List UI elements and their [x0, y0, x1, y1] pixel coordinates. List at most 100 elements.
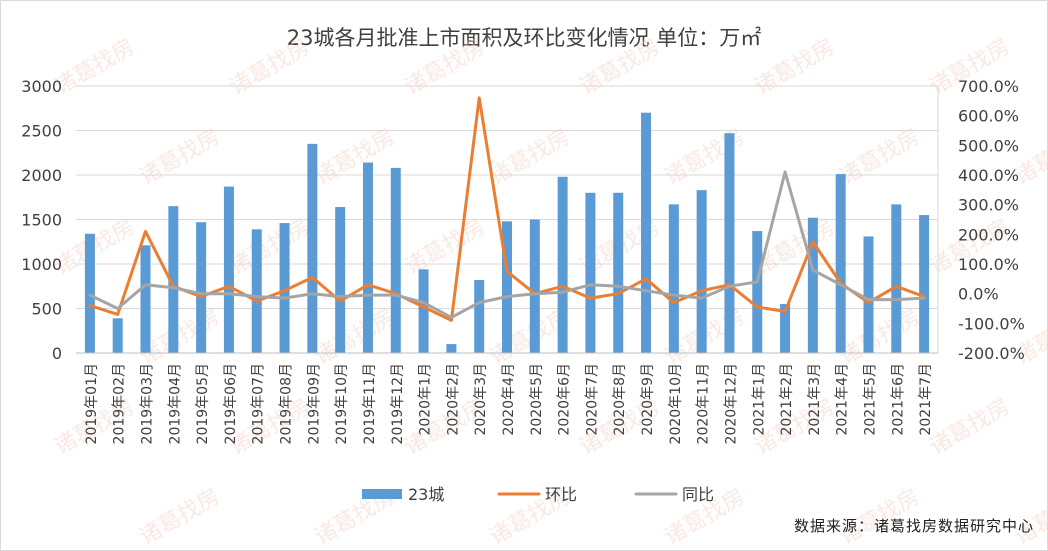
line-point-环比: [589, 297, 592, 299]
line-point-同比: [255, 295, 258, 298]
x-tick-label: 2020年11月: [696, 363, 712, 444]
line-point-环比: [311, 276, 314, 279]
bar-23城: [112, 318, 123, 353]
line-point-同比: [700, 297, 703, 299]
bar-23城: [390, 167, 401, 353]
x-tick-label: 2021年3月: [807, 363, 823, 436]
x-tick-label: 2020年2月: [445, 363, 461, 436]
line-point-同比: [534, 292, 536, 295]
bar-23城: [168, 206, 179, 353]
line-point-同比: [589, 283, 592, 286]
line-point-同比: [867, 298, 870, 301]
line-point-环比: [700, 289, 703, 292]
line-point-同比: [311, 292, 314, 295]
y-right-tick-label: 700.0%: [958, 77, 1019, 96]
y-right-tick-label: 600.0%: [958, 107, 1019, 126]
line-point-环比: [756, 306, 759, 308]
line-point-环比: [784, 310, 786, 313]
y-left-tick-label: 0: [52, 344, 62, 363]
x-tick-label: 2019年12月: [390, 363, 406, 444]
x-tick-label: 2021年7月: [918, 363, 934, 436]
line-point-同比: [394, 294, 397, 296]
bar-23城: [613, 192, 624, 353]
bar-23城: [279, 223, 290, 353]
line-point-同比: [367, 294, 369, 296]
line-point-环比: [367, 283, 369, 286]
y-left-tick-label: 1500: [21, 211, 62, 230]
legend-label: 环比: [545, 485, 577, 504]
x-tick-label: 2020年4月: [501, 363, 517, 436]
x-tick-label: 2021年6月: [890, 363, 906, 436]
y-left-tick-label: 1000: [21, 255, 62, 274]
bar-23城: [418, 269, 429, 353]
legend-label: 同比: [682, 485, 714, 504]
x-tick-label: 2020年5月: [529, 363, 545, 436]
bar-23城: [223, 186, 234, 353]
watermark-text: 诸葛找房: [751, 35, 840, 101]
line-point-环比: [673, 301, 675, 304]
bar-23城: [807, 217, 818, 353]
bar-23城: [140, 245, 151, 353]
bar-23城: [641, 112, 652, 353]
line-point-同比: [478, 301, 480, 304]
x-tick-label: 2020年3月: [473, 363, 489, 436]
watermark-text: 诸葛找房: [136, 125, 225, 191]
line-point-环比: [228, 285, 230, 288]
line-point-环比: [283, 289, 286, 292]
y-right-tick-label: 400.0%: [958, 166, 1019, 185]
x-tick-label: 2019年09月: [306, 363, 322, 444]
bar-23城: [529, 219, 540, 353]
y-right-tick-label: -100.0%: [958, 314, 1025, 333]
watermark-text: 诸葛找房: [836, 125, 925, 191]
bar-23城: [863, 236, 874, 353]
watermark-text: 诸葛找房: [226, 215, 315, 281]
x-tick-label: 2021年2月: [779, 363, 795, 436]
line-point-环比: [450, 319, 453, 322]
x-tick-label: 2019年06月: [223, 363, 239, 444]
x-tick-label: 2019年04月: [167, 363, 183, 444]
x-tick-label: 2019年11月: [362, 363, 378, 444]
x-tick-label: 2020年1月: [418, 363, 434, 436]
y-right-tick-label: 200.0%: [958, 225, 1019, 244]
y-right-tick-label: 300.0%: [958, 196, 1019, 215]
line-point-同比: [283, 297, 286, 299]
watermark-text: 诸葛找房: [51, 35, 140, 101]
line-point-环比: [255, 300, 258, 302]
x-tick-label: 2019年02月: [112, 363, 128, 444]
line-point-环比: [895, 285, 898, 288]
line-point-同比: [450, 316, 453, 319]
x-tick-label: 2019年07月: [251, 363, 267, 444]
bar-23城: [835, 174, 846, 353]
bar-23城: [251, 229, 262, 353]
x-tick-label: 2019年03月: [140, 363, 156, 444]
line-point-同比: [339, 295, 341, 298]
bar-23城: [696, 190, 707, 353]
bar-23城: [446, 344, 457, 353]
line-point-环比: [561, 285, 564, 288]
bar-23城: [724, 133, 735, 353]
line-point-同比: [422, 301, 425, 304]
watermark-text: 诸葛找房: [136, 485, 225, 551]
line-point-同比: [144, 283, 147, 286]
line-point-环比: [812, 240, 814, 243]
bar-23城: [891, 204, 902, 353]
watermark-text: 诸葛找房: [576, 35, 665, 101]
bar-23城: [919, 215, 930, 353]
bar-23城: [668, 204, 679, 353]
line-point-环比: [478, 97, 480, 99]
x-tick-label: 2020年12月: [723, 363, 739, 444]
data-source-note: 数据来源：诸葛找房数据研究中心: [793, 517, 1034, 535]
line-point-同比: [673, 294, 675, 296]
line-point-同比: [172, 286, 175, 289]
bar-23城: [585, 192, 596, 353]
line-point-同比: [812, 269, 814, 271]
bar-23城: [307, 143, 318, 353]
line-point-环比: [89, 304, 91, 307]
bar-23城: [362, 162, 373, 353]
line-point-环比: [339, 300, 341, 302]
bar-23城: [474, 280, 485, 353]
y-right-tick-label: 0.0%: [958, 285, 999, 304]
line-point-环比: [422, 306, 425, 308]
x-tick-label: 2019年01月: [84, 363, 100, 444]
y-left-tick-label: 3000: [21, 77, 62, 96]
